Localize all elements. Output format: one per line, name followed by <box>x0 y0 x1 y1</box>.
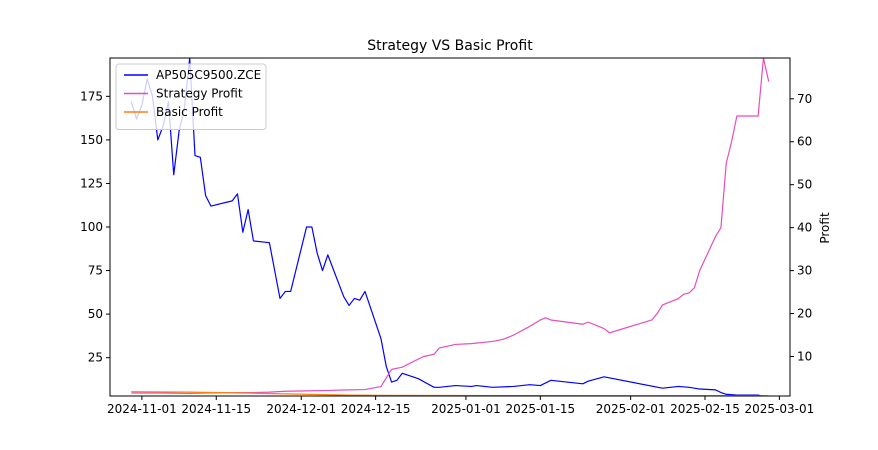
y-axis-right-label: Profit <box>818 212 832 244</box>
x-axis: 2024-11-01 2024-11-15 2024-12-01 2024-12-15… <box>107 396 814 416</box>
y-left-tick-label: 50 <box>88 307 103 321</box>
y-left-tick-label: 25 <box>88 351 103 365</box>
y-right-tick-label: 30 <box>797 264 812 278</box>
y-left-tick-label: 150 <box>80 133 103 147</box>
y-left-tick-label: 125 <box>80 176 103 190</box>
legend: AP505C9500.ZCE Strategy Profit Basic Profi… <box>115 63 267 130</box>
x-tick-label: 2024-11-01 <box>107 402 177 416</box>
x-tick-label: 2025-03-01 <box>745 402 815 416</box>
x-tick-label: 2024-11-15 <box>181 402 251 416</box>
y-axis-left: 25 50 75 100 125 150 175 <box>80 89 110 365</box>
x-tick-label: 2025-01-01 <box>431 402 501 416</box>
chart-title: Strategy VS Basic Profit <box>367 38 533 54</box>
y-left-tick-label: 100 <box>80 220 103 234</box>
x-tick-label: 2025-01-15 <box>505 402 575 416</box>
y-right-tick-label: 40 <box>797 221 812 235</box>
legend-label: Basic Profit <box>156 105 223 119</box>
legend-label: Strategy Profit <box>156 87 243 101</box>
y-left-tick-label: 75 <box>88 264 103 278</box>
y-right-tick-label: 10 <box>797 349 812 363</box>
series-line-strategy-profit <box>131 58 770 395</box>
x-tick-label: 2024-12-15 <box>341 402 411 416</box>
y-right-tick-label: 70 <box>797 92 812 106</box>
y-left-tick-label: 175 <box>80 89 103 103</box>
legend-label: AP505C9500.ZCE <box>156 68 261 82</box>
legend-box <box>115 63 267 130</box>
x-tick-label: 2025-02-15 <box>670 402 740 416</box>
y-right-tick-label: 20 <box>797 307 812 321</box>
y-axis-right: 10 20 30 40 50 60 70 <box>790 92 812 363</box>
y-right-tick-label: 50 <box>797 178 812 192</box>
x-tick-label: 2025-02-01 <box>596 402 666 416</box>
x-tick-label: 2024-12-01 <box>266 402 336 416</box>
y-right-tick-label: 60 <box>797 135 812 149</box>
